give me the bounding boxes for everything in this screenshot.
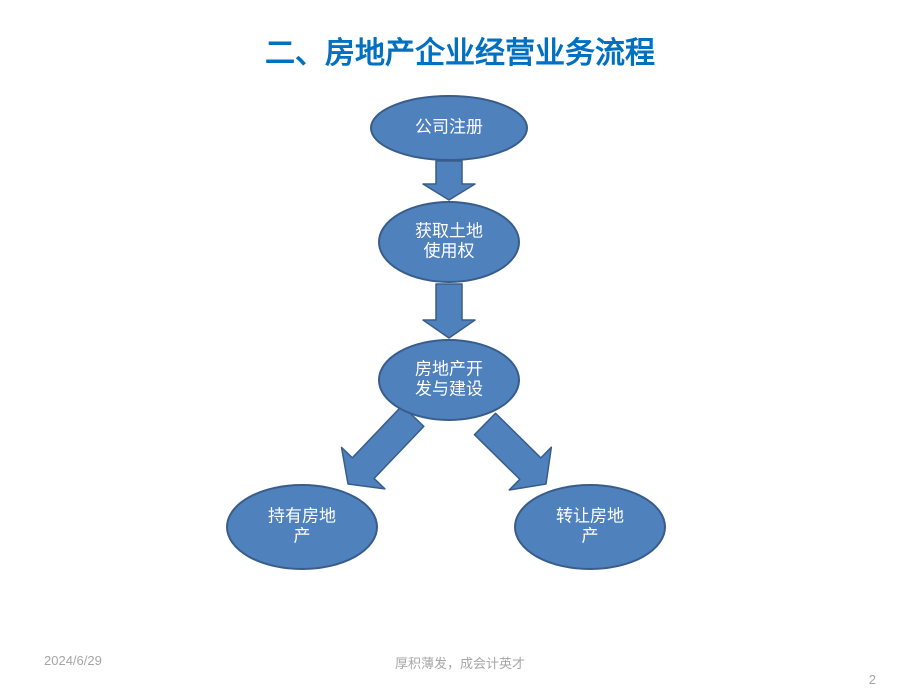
flow-arrow xyxy=(423,161,475,200)
flow-node-label: 产 xyxy=(294,527,311,546)
slide-footer: 2024/6/29 厚积薄发，成会计英才 2 xyxy=(0,653,920,672)
flowchart: 公司注册获取土地使用权房地产开发与建设持有房地产转让房地产 xyxy=(0,0,920,690)
footer-motto: 厚积薄发，成会计英才 xyxy=(0,653,920,672)
flow-node-label: 产 xyxy=(582,527,599,546)
flow-arrow xyxy=(474,413,551,490)
footer-date: 2024/6/29 xyxy=(44,653,102,668)
flow-node-label: 使用权 xyxy=(424,241,475,261)
flow-arrow xyxy=(342,406,424,489)
flow-node-n5: 转让房地产 xyxy=(515,485,665,569)
footer-page-number: 2 xyxy=(869,672,876,687)
flow-node-label: 转让房地 xyxy=(556,506,624,525)
flow-node-n2: 获取土地使用权 xyxy=(379,202,519,282)
flow-node-n4: 持有房地产 xyxy=(227,485,377,569)
flow-node-label: 获取土地 xyxy=(415,221,483,240)
flow-node-label: 公司注册 xyxy=(415,117,483,136)
flow-node-n3: 房地产开发与建设 xyxy=(379,340,519,420)
flow-arrow xyxy=(423,284,475,338)
flow-node-label: 房地产开 xyxy=(415,359,483,378)
flow-node-label: 发与建设 xyxy=(415,380,483,399)
flow-node-label: 持有房地 xyxy=(268,506,336,525)
flow-node-n1: 公司注册 xyxy=(371,96,527,160)
